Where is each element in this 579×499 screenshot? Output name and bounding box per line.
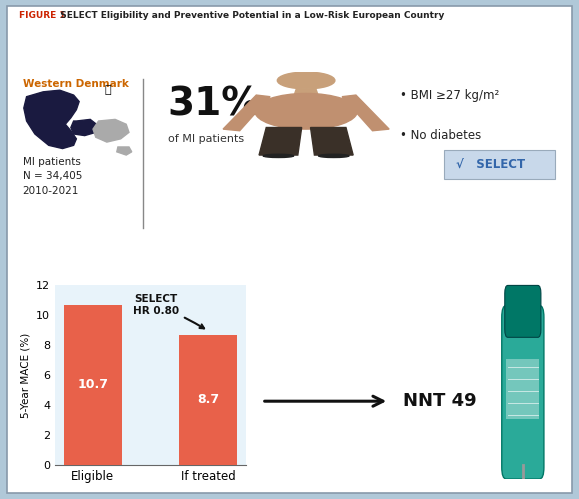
Ellipse shape xyxy=(255,93,357,129)
Text: √   SELECT: √ SELECT xyxy=(456,158,525,171)
Polygon shape xyxy=(93,119,129,142)
Text: • BMI ≥27 kg/m²: • BMI ≥27 kg/m² xyxy=(400,89,500,102)
Circle shape xyxy=(277,72,335,89)
Text: SELECT
HR 0.80: SELECT HR 0.80 xyxy=(133,294,204,328)
FancyBboxPatch shape xyxy=(445,150,555,179)
Text: FIGURE 1: FIGURE 1 xyxy=(19,11,66,20)
Text: 📄: 📄 xyxy=(104,85,111,95)
FancyBboxPatch shape xyxy=(506,359,540,419)
Text: Western Denmark: Western Denmark xyxy=(23,79,129,89)
FancyBboxPatch shape xyxy=(505,285,541,337)
Text: Preventive Potential: Preventive Potential xyxy=(212,243,367,256)
Ellipse shape xyxy=(318,154,349,158)
Polygon shape xyxy=(294,89,318,96)
Y-axis label: 5-Year MACE (%): 5-Year MACE (%) xyxy=(20,333,31,418)
Text: Real-World Implications of the SELECT Trial: Real-World Implications of the SELECT Tr… xyxy=(127,36,452,49)
Polygon shape xyxy=(117,147,132,155)
Text: • No diabetes: • No diabetes xyxy=(400,129,482,142)
Polygon shape xyxy=(342,95,389,131)
Polygon shape xyxy=(223,95,270,131)
Polygon shape xyxy=(71,119,98,136)
Ellipse shape xyxy=(263,154,294,158)
Text: 10.7: 10.7 xyxy=(77,378,108,392)
FancyBboxPatch shape xyxy=(502,305,544,479)
Text: 31%: 31% xyxy=(168,85,261,123)
Polygon shape xyxy=(310,128,353,155)
Text: SELECT Eligibility and Preventive Potential in a Low-Risk European Country: SELECT Eligibility and Preventive Potent… xyxy=(54,11,445,20)
Bar xyxy=(64,305,122,465)
Text: MI patients
N = 34,405
2010-2021: MI patients N = 34,405 2010-2021 xyxy=(23,157,82,196)
Text: NNT 49: NNT 49 xyxy=(403,392,477,410)
Text: SELECT-Eligible Patients: SELECT-Eligible Patients xyxy=(199,54,380,67)
Polygon shape xyxy=(24,90,79,149)
Text: of MI patients: of MI patients xyxy=(168,134,244,144)
Bar xyxy=(179,335,237,465)
Text: 8.7: 8.7 xyxy=(197,393,219,407)
Polygon shape xyxy=(259,128,302,155)
